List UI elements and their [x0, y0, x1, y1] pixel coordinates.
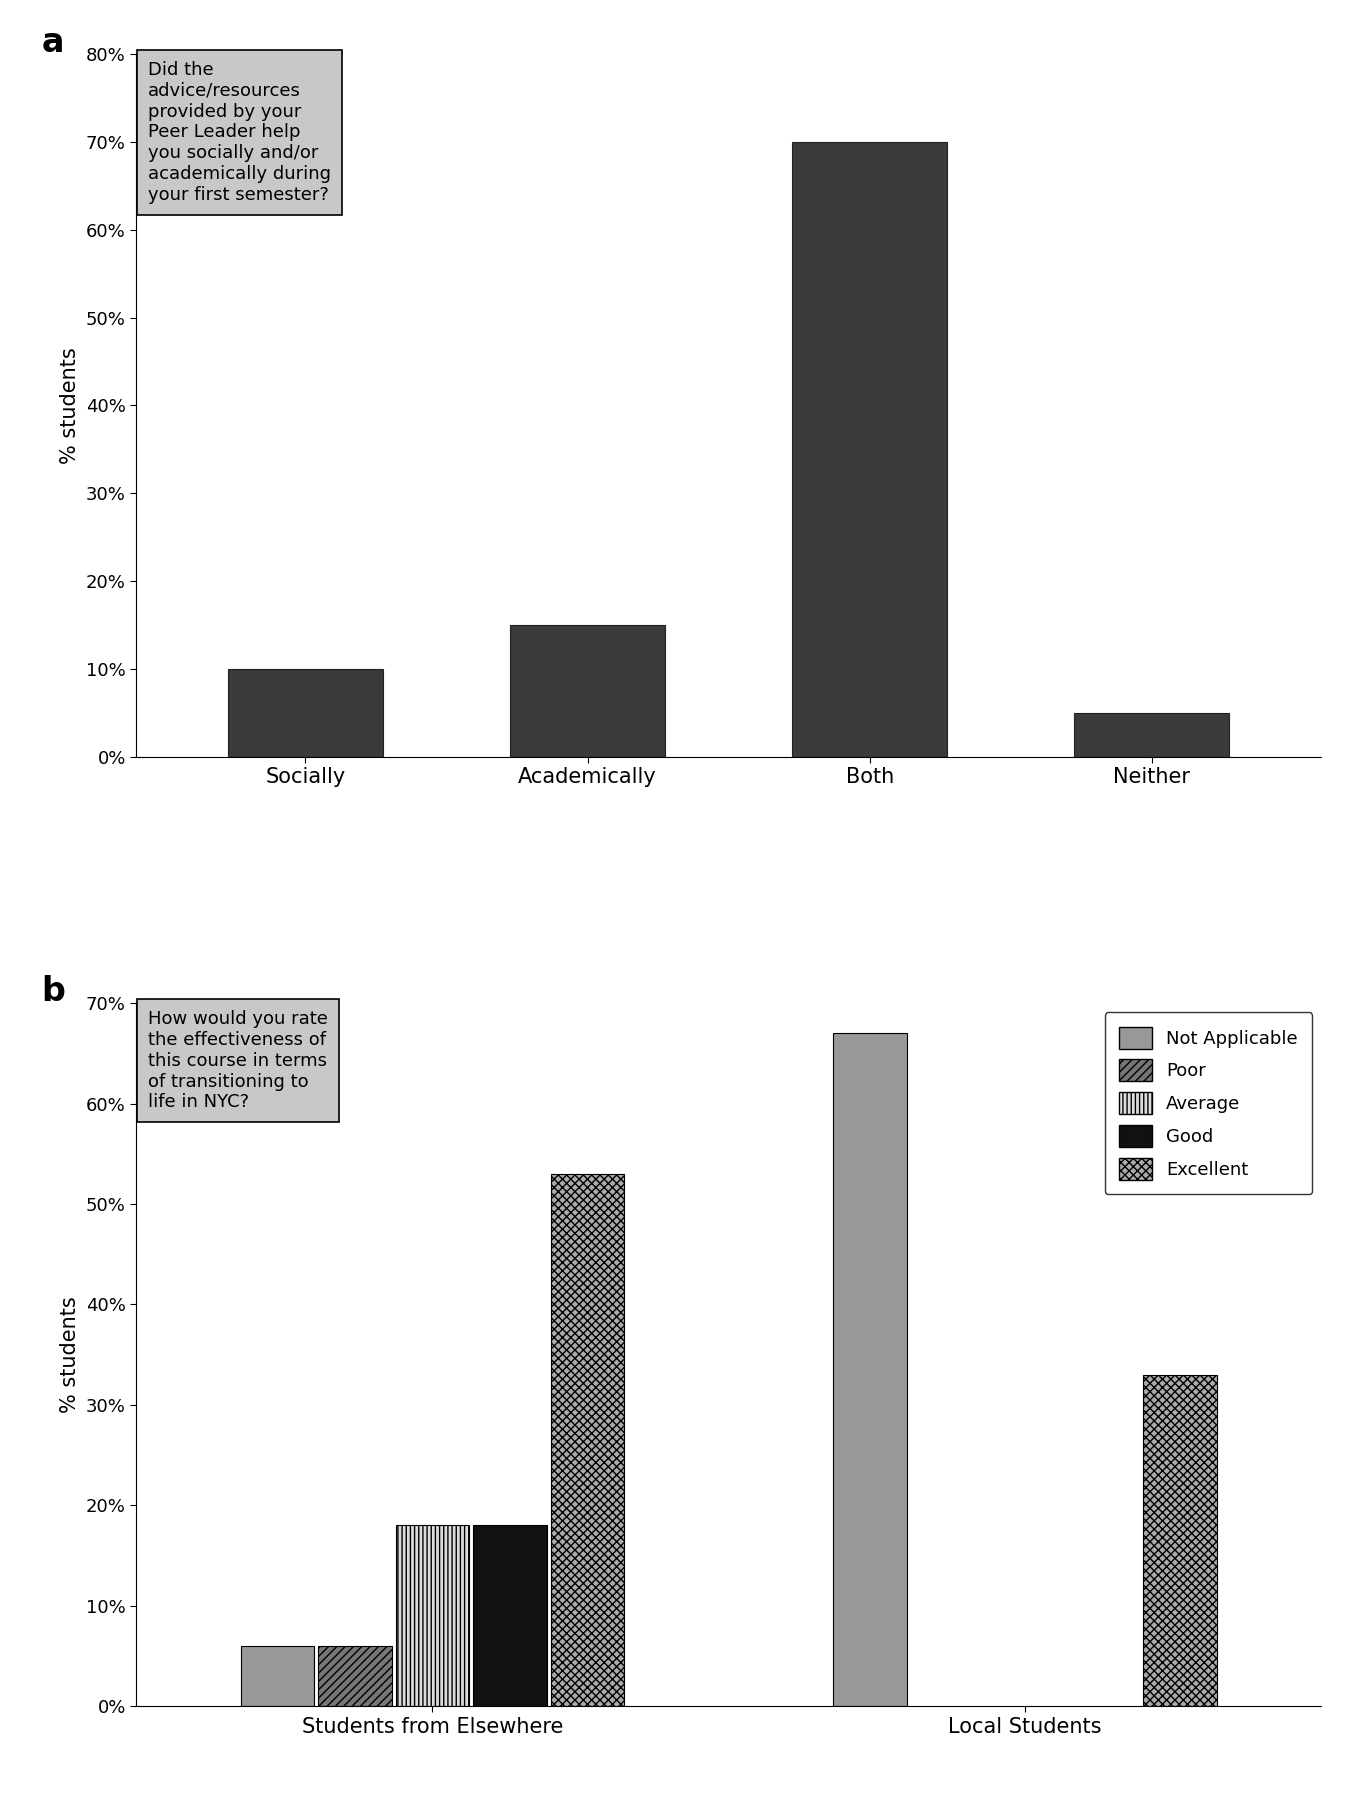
- Text: How would you rate
the effectiveness of
this course in terms
of transitioning to: How would you rate the effectiveness of …: [148, 1009, 328, 1112]
- Bar: [793, 142, 948, 756]
- Bar: [473, 1525, 546, 1706]
- Text: Did the
advice/resources
provided by your
Peer Leader help
you socially and/or
a: Did the advice/resources provided by you…: [148, 61, 331, 203]
- Text: b: b: [41, 975, 65, 1008]
- Bar: [319, 1645, 392, 1706]
- Text: a: a: [41, 25, 64, 59]
- Bar: [550, 1175, 624, 1706]
- Bar: [1143, 1374, 1216, 1706]
- Legend: Not Applicable, Poor, Average, Good, Excellent: Not Applicable, Poor, Average, Good, Exc…: [1105, 1013, 1312, 1194]
- Bar: [1075, 713, 1230, 756]
- Bar: [241, 1645, 315, 1706]
- Bar: [227, 670, 383, 756]
- Y-axis label: % students: % students: [60, 1297, 80, 1413]
- Bar: [509, 625, 665, 756]
- Bar: [395, 1525, 470, 1706]
- Bar: [834, 1033, 907, 1706]
- Y-axis label: % students: % students: [60, 347, 80, 463]
